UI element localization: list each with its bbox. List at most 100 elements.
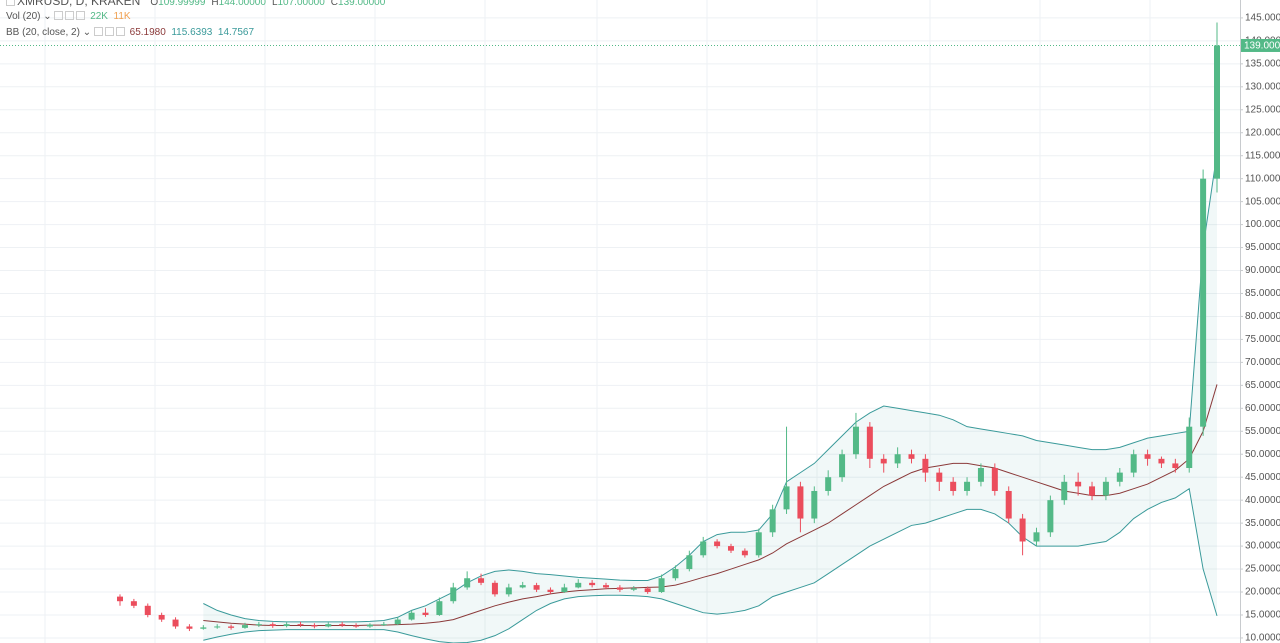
candle-body <box>672 569 679 579</box>
candle-body <box>811 490 818 519</box>
ohlc-value: 139.00000 <box>338 0 386 8</box>
candle-body <box>478 578 485 583</box>
candle-body <box>755 532 762 556</box>
candle-body <box>727 546 734 551</box>
bb-line <box>203 487 1218 643</box>
y-tick-label: 55.00000 <box>1245 426 1280 437</box>
last-price-label: 139.0000 <box>1244 41 1280 52</box>
price-scale <box>1240 0 1280 643</box>
candle-body <box>1005 490 1012 519</box>
y-tick-label: 30.00000 <box>1245 541 1280 552</box>
y-tick-label: 10.00000 <box>1245 633 1280 643</box>
candle-body <box>228 626 235 628</box>
candle-body <box>255 624 262 626</box>
bb-upper: 115.6393 <box>171 27 213 38</box>
candle-body <box>422 612 429 615</box>
y-tick-label: 105.00000 <box>1245 196 1280 207</box>
candle-body <box>130 601 137 606</box>
vol-title: Vol (20) <box>6 11 41 22</box>
y-tick-label: 15.00000 <box>1245 610 1280 621</box>
candle-body <box>950 481 957 491</box>
y-tick-label: 70.00000 <box>1245 357 1280 368</box>
candle-body <box>519 585 526 588</box>
candle-body <box>852 426 859 455</box>
candle-body <box>1144 454 1151 459</box>
candle-body <box>714 541 721 547</box>
candle-body <box>1019 518 1026 542</box>
y-tick-label: 80.00000 <box>1245 311 1280 322</box>
ohlc-key: O <box>150 0 159 8</box>
bb-row: BB (20, close, 2) ⌄ 65.1980 115.6393 14.… <box>6 27 255 38</box>
y-tick-label: 65.00000 <box>1245 380 1280 391</box>
candle-body <box>450 587 457 602</box>
y-tick-label: 95.00000 <box>1245 242 1280 253</box>
candle-body <box>311 625 318 627</box>
candle-body <box>505 587 512 595</box>
vol-row: Vol (20) ⌄ 22K 11K <box>6 11 131 22</box>
ohlc-value: 144.00000 <box>218 0 266 8</box>
candle-body <box>366 624 373 627</box>
ohlc-value: 107.00000 <box>277 0 325 8</box>
y-tick-label: 145.00000 <box>1245 13 1280 24</box>
candle-body <box>644 588 651 593</box>
y-tick-label: 130.00000 <box>1245 81 1280 92</box>
legend: XMRUSD, D, KRAKEN O109.99999 H144.00000 L10… <box>6 0 391 41</box>
candle-body <box>1214 45 1220 179</box>
y-tick-label: 45.00000 <box>1245 472 1280 483</box>
y-tick-label: 40.00000 <box>1245 495 1280 506</box>
vol-ma: 11K <box>113 11 131 22</box>
candle-body <box>991 468 998 491</box>
y-tick-label: 60.00000 <box>1245 403 1280 414</box>
candle-body <box>380 624 387 626</box>
icon <box>104 27 114 36</box>
candle-body <box>880 458 887 464</box>
y-tick-label: 50.00000 <box>1245 449 1280 460</box>
ohlc-key: L <box>271 0 278 8</box>
y-tick-label: 25.00000 <box>1245 564 1280 575</box>
y-tick-label: 125.00000 <box>1245 104 1280 115</box>
candle-body <box>700 541 707 556</box>
candle-body <box>491 582 498 595</box>
bb-title: BB (20, close, 2) <box>6 27 80 38</box>
icon <box>54 11 64 20</box>
candle-body <box>1102 481 1109 496</box>
candle-body <box>603 585 610 588</box>
candle-body <box>783 486 790 510</box>
icon <box>76 11 86 20</box>
candle-body <box>741 550 748 556</box>
candle-body <box>144 605 151 615</box>
candle-body <box>464 578 471 588</box>
candle-body <box>1089 486 1096 496</box>
candle-body <box>686 555 693 570</box>
candle-body <box>214 626 221 628</box>
candle-body <box>436 601 443 615</box>
candle-body <box>283 624 290 627</box>
bb-line <box>203 152 1218 623</box>
candle-body <box>839 454 846 478</box>
candle-body <box>589 582 596 586</box>
y-tick-label: 35.00000 <box>1245 518 1280 529</box>
candle-body <box>394 619 401 625</box>
candle-body <box>1186 426 1193 469</box>
candle-body <box>339 624 346 626</box>
vol-value: 22K <box>90 11 108 22</box>
symbol: XMRUSD, D, KRAKEN <box>17 0 141 8</box>
candle-body <box>977 468 984 482</box>
y-tick-label: 120.00000 <box>1245 127 1280 138</box>
candle-body <box>866 426 873 459</box>
candle-body <box>117 596 123 602</box>
y-tick-label: 20.00000 <box>1245 587 1280 598</box>
bb-band-fill <box>203 152 1217 643</box>
candle-body <box>186 626 193 629</box>
candle-body <box>1075 481 1082 487</box>
candle-body <box>1033 532 1040 542</box>
ohlc-key: C <box>330 0 339 8</box>
candle-body <box>297 624 304 626</box>
y-tick-label: 110.00000 <box>1245 173 1280 184</box>
y-tick-label: 90.00000 <box>1245 265 1280 276</box>
candle-body <box>936 472 943 482</box>
candle-body <box>200 627 207 629</box>
y-tick-label: 135.00000 <box>1245 58 1280 69</box>
candle-body <box>325 624 332 627</box>
